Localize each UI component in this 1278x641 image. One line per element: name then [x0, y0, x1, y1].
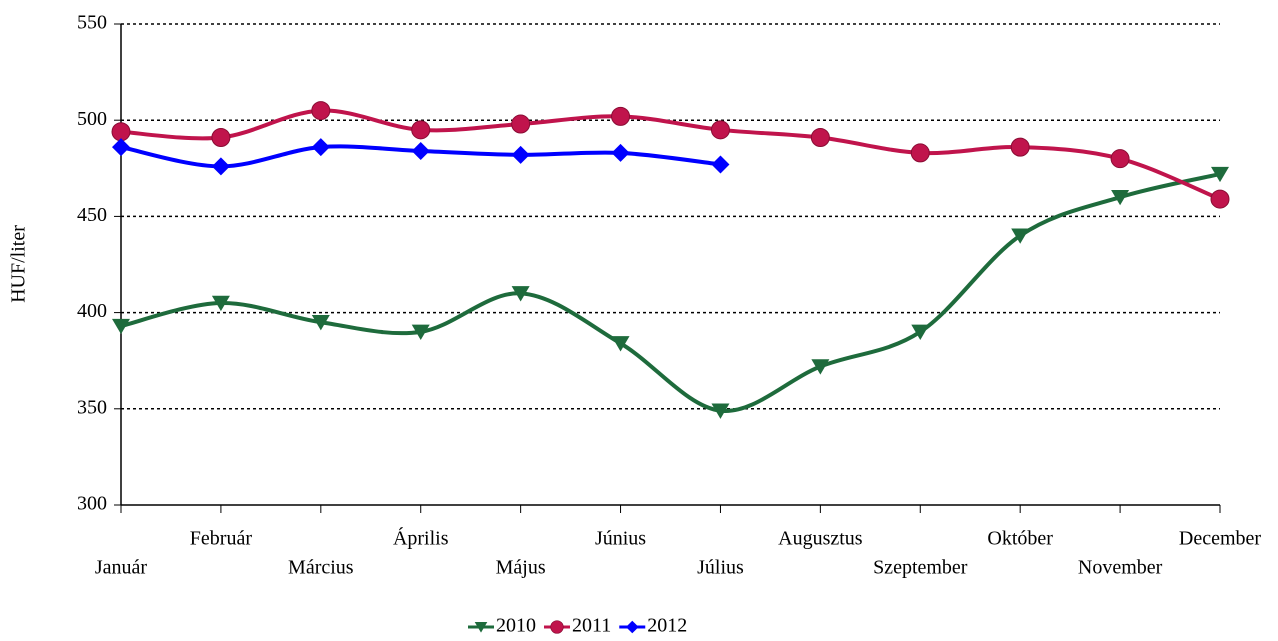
x-tick-label: Július: [697, 557, 744, 579]
marker: [1111, 189, 1130, 206]
marker: [611, 106, 631, 126]
marker: [911, 324, 930, 340]
marker: [811, 359, 830, 375]
x-tick-label: Június: [595, 528, 646, 550]
marker: [112, 138, 130, 157]
marker: [1010, 137, 1030, 157]
y-tick-label: 350: [77, 396, 107, 418]
y-axis-label: HUF/liter: [8, 225, 30, 303]
marker: [611, 336, 630, 352]
marker: [311, 101, 331, 121]
marker: [112, 318, 130, 335]
x-tick-label: Április: [393, 527, 449, 550]
series-line: [120, 108, 1221, 201]
x-tick-label: Február: [190, 528, 253, 550]
x-tick-label: Szeptember: [873, 557, 968, 579]
marker: [910, 143, 930, 163]
y-tick-label: 450: [77, 204, 107, 226]
marker: [711, 155, 730, 174]
y-tick-label: 300: [77, 493, 107, 515]
marker: [211, 128, 231, 148]
x-tick-label: Augusztus: [778, 528, 863, 550]
marker: [511, 114, 531, 134]
marker: [411, 324, 430, 340]
x-tick-label: Március: [288, 557, 354, 579]
marker: [111, 122, 131, 142]
marker: [211, 157, 230, 176]
marker: [711, 403, 730, 419]
legend-label: 2010: [496, 615, 536, 636]
y-tick-label: 500: [77, 108, 107, 130]
marker: [1110, 149, 1130, 169]
marker: [311, 138, 330, 157]
marker: [511, 145, 530, 164]
marker: [550, 620, 564, 634]
legend-label: 2011: [572, 615, 611, 636]
marker: [411, 141, 430, 160]
marker: [211, 295, 230, 312]
marker: [1210, 189, 1230, 209]
marker: [625, 620, 639, 634]
series-line: [120, 172, 1221, 413]
marker: [710, 120, 730, 140]
x-tick-label: Május: [496, 557, 546, 579]
x-tick-label: Október: [987, 528, 1053, 550]
marker: [1011, 228, 1030, 244]
marker: [1211, 166, 1229, 183]
marker: [311, 315, 330, 331]
legend: 2010 2011 2012: [468, 615, 687, 637]
marker: [810, 128, 830, 148]
x-tick-label: December: [1179, 528, 1262, 550]
marker: [511, 286, 530, 302]
marker: [474, 621, 488, 633]
legend-label: 2012: [647, 615, 687, 636]
marker: [611, 143, 630, 162]
marker: [411, 120, 431, 140]
x-tick-label: November: [1078, 557, 1163, 579]
x-tick-label: Január: [95, 557, 148, 579]
y-tick-label: 400: [77, 300, 107, 322]
y-tick-label: 550: [77, 12, 107, 34]
